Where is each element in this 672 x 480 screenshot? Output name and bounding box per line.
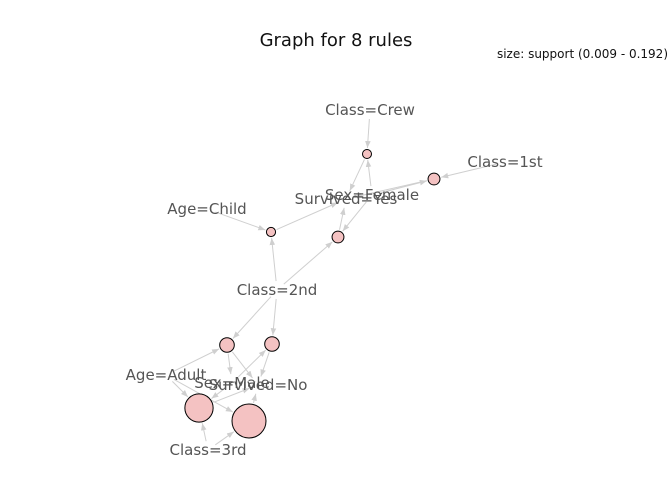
size-legend: size: support (0.009 - 0.192): [497, 47, 668, 61]
edge-fem-r1: [365, 159, 372, 187]
rule-node-r5: [219, 337, 235, 353]
item-label-c3rd: Class=3rd: [170, 441, 247, 459]
edge-r8-no: [251, 393, 257, 404]
edge-crew-r1: [365, 118, 371, 149]
edge-r4-yes: [276, 202, 338, 231]
item-label-male: Sex=Male: [194, 374, 269, 392]
edge-r2-yes: [354, 180, 427, 199]
edge-c2nd-r3: [283, 241, 333, 285]
rule-node-r2: [427, 172, 441, 186]
rule-node-r7: [184, 393, 214, 423]
rule-node-r3: [331, 230, 345, 244]
rule-node-r4: [265, 226, 277, 238]
item-label-c1st: Class=1st: [467, 153, 542, 171]
graph-title: Graph for 8 rules: [260, 30, 413, 51]
edge-male-r6: [238, 349, 267, 378]
item-label-c2nd: Class=2nd: [237, 281, 318, 299]
item-label-child: Age=Child: [167, 200, 246, 218]
rules-layer: [184, 149, 441, 439]
edge-r7-no: [213, 387, 250, 403]
rule-node-r6: [264, 336, 280, 352]
edge-c1st-r2: [441, 163, 497, 179]
edge-child-r4: [215, 211, 266, 231]
edge-r3-yes: [339, 207, 346, 230]
labels-layer: Class=Crew Class=1st Age=Child Survived=Yes…: [126, 101, 543, 459]
edge-r6-no: [260, 352, 270, 377]
edges-layer: [172, 118, 497, 446]
edge-fem-r3: [342, 201, 367, 232]
edge-c2nd-r6: [270, 298, 277, 336]
edge-c3rd-r7: [201, 423, 207, 442]
edge-c2nd-r4: [269, 237, 277, 282]
item-label-adult: Age=Adult: [126, 366, 207, 384]
edge-c3rd-r8: [215, 431, 235, 446]
rule-node-r8: [231, 403, 267, 439]
item-label-crew: Class=Crew: [325, 101, 415, 119]
rule-node-r1: [362, 149, 372, 159]
item-label-fem: Sex=Female: [325, 186, 419, 204]
edge-adult-r5: [173, 348, 220, 372]
edge-r1-yes: [349, 159, 365, 192]
edge-adult-r7: [172, 381, 189, 398]
edge-c2nd-r5: [232, 296, 272, 339]
edge-r5-no: [231, 351, 253, 379]
item-label-no: Survived=No: [209, 376, 308, 394]
item-label-yes: Survived=Yes: [295, 190, 398, 208]
edge-male-r7: [211, 388, 226, 399]
edge-r5-male: [227, 353, 233, 375]
